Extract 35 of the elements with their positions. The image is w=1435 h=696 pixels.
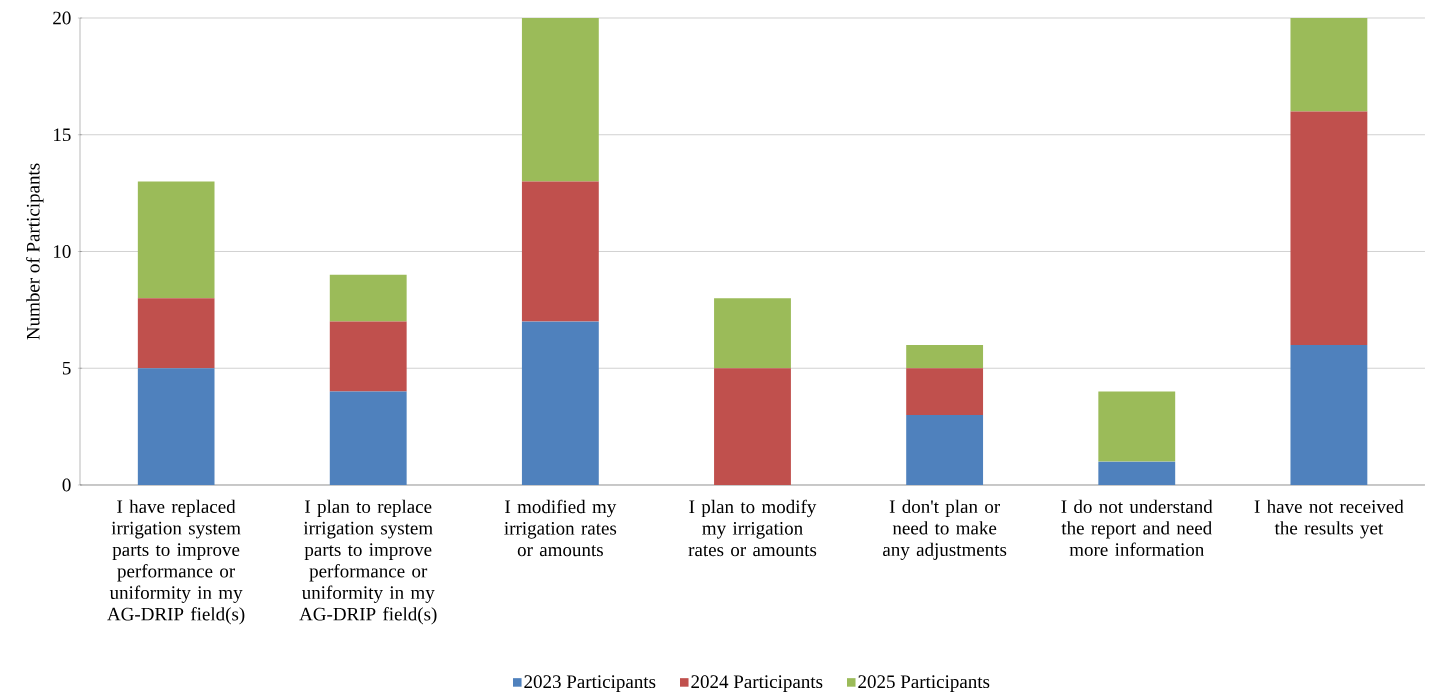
bar [906, 344, 984, 369]
bar [906, 368, 984, 415]
bar [521, 321, 599, 485]
x-tick-label: I don't plan or need to make any adjustments [883, 499, 1007, 560]
x-tick-label: I have replaced irrigation system parts to improve performance or uniformity in my AG-DRIP field(s) [107, 499, 245, 625]
y-tick-label: 20 [53, 11, 71, 25]
bar [1290, 111, 1368, 345]
x-tick-label: I have not received the results yet [1254, 499, 1404, 539]
bar [329, 391, 407, 485]
y-tick-label: 0 [62, 478, 71, 492]
x-tick-label: I modified my irrigation rates or amounts [504, 499, 617, 557]
legend-label: 2024 Participants [691, 675, 823, 692]
bar [137, 298, 215, 369]
bar [329, 274, 407, 322]
legend-label: 2025 Participants [858, 675, 990, 692]
x-tick-label: I plan to replace irrigation system parts to improve performance or uniformity in my AG-DRIP field(s) [299, 499, 437, 625]
bar [1098, 461, 1176, 485]
x-tick-label: I plan to modify my irrigation rates or amounts [688, 499, 817, 557]
bar [521, 18, 599, 182]
legend-label: 2023 Participants [524, 675, 656, 692]
bar [1098, 391, 1176, 462]
bar [137, 368, 215, 485]
x-tick-label: I do not understand the report and need more information [1061, 499, 1213, 557]
bar [906, 414, 984, 485]
bar [714, 368, 791, 485]
y-axis-title: Number of Participants [26, 163, 44, 340]
bar [137, 181, 215, 299]
y-tick-label: 10 [54, 245, 71, 258]
bar [1290, 18, 1368, 112]
y-tick-label: 5 [62, 361, 71, 375]
bar [329, 321, 407, 392]
y-tick-label: 15 [54, 128, 71, 142]
bar [714, 298, 791, 369]
bar [521, 181, 599, 322]
bar [1290, 344, 1368, 485]
